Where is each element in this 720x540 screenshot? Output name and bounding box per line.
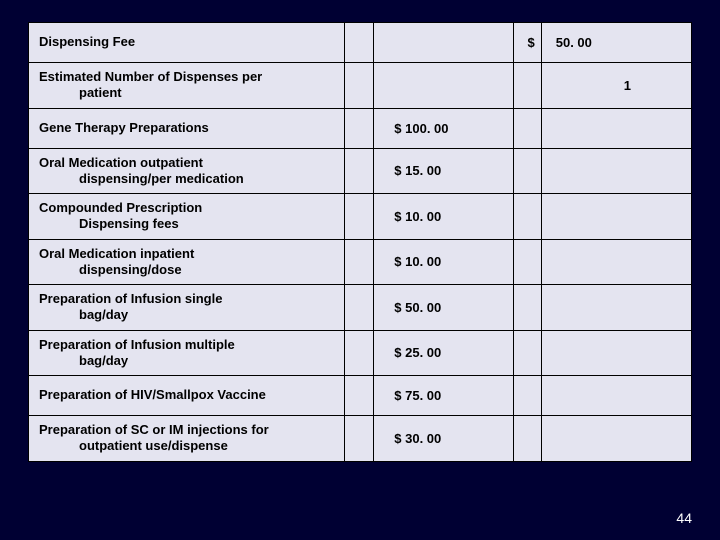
spacer-cell xyxy=(345,63,373,109)
spacer-cell xyxy=(345,376,373,416)
fee-table-container: Dispensing Fee$50. 00Estimated Number of… xyxy=(28,22,692,462)
row-label: Preparation of Infusion singlebag/day xyxy=(29,285,345,331)
table-row: Oral Medication inpatientdispensing/dose… xyxy=(29,239,692,285)
row-label: Dispensing Fee xyxy=(29,23,345,63)
value-cell-1: $ 30. 00 xyxy=(373,416,513,462)
row-label: Estimated Number of Dispenses perpatient xyxy=(29,63,345,109)
spacer-cell xyxy=(345,330,373,376)
fee-table: Dispensing Fee$50. 00Estimated Number of… xyxy=(28,22,692,462)
currency-cell-2 xyxy=(513,285,541,331)
value-cell-2: 50. 00 xyxy=(541,23,691,63)
table-row: Gene Therapy Preparations $ 100. 00 xyxy=(29,108,692,148)
row-label: Preparation of HIV/Smallpox Vaccine xyxy=(29,376,345,416)
currency-cell-2 xyxy=(513,108,541,148)
value-cell-2 xyxy=(541,285,691,331)
value-cell-1: $ 75. 00 xyxy=(373,376,513,416)
value-cell-2 xyxy=(541,148,691,194)
table-row: Estimated Number of Dispenses perpatient… xyxy=(29,63,692,109)
table-row: Preparation of Infusion multiplebag/day $… xyxy=(29,330,692,376)
spacer-cell xyxy=(345,239,373,285)
currency-cell-2 xyxy=(513,239,541,285)
value-cell-2 xyxy=(541,376,691,416)
currency-cell-2 xyxy=(513,194,541,240)
page-number: 44 xyxy=(676,510,692,526)
currency-cell-2 xyxy=(513,416,541,462)
spacer-cell xyxy=(345,108,373,148)
row-label: Oral Medication outpatientdispensing/per… xyxy=(29,148,345,194)
currency-cell-2 xyxy=(513,376,541,416)
value-cell-2: 1 xyxy=(541,63,691,109)
value-cell-1: $ 10. 00 xyxy=(373,239,513,285)
currency-cell-2 xyxy=(513,63,541,109)
value-cell-1: $ 15. 00 xyxy=(373,148,513,194)
currency-cell-2: $ xyxy=(513,23,541,63)
table-row: Preparation of Infusion singlebag/day $ 5… xyxy=(29,285,692,331)
spacer-cell xyxy=(345,148,373,194)
spacer-cell xyxy=(345,416,373,462)
spacer-cell xyxy=(345,285,373,331)
value-cell-1: $ 50. 00 xyxy=(373,285,513,331)
table-row: Oral Medication outpatientdispensing/per… xyxy=(29,148,692,194)
row-label: Oral Medication inpatientdispensing/dose xyxy=(29,239,345,285)
row-label: Gene Therapy Preparations xyxy=(29,108,345,148)
table-row: Preparation of HIV/Smallpox Vaccine $ 75.… xyxy=(29,376,692,416)
table-row: Preparation of SC or IM injections forou… xyxy=(29,416,692,462)
table-row: Dispensing Fee $50. 00 xyxy=(29,23,692,63)
row-label: Preparation of SC or IM injections forou… xyxy=(29,416,345,462)
currency-cell-2 xyxy=(513,148,541,194)
value-cell-1: $ 10. 00 xyxy=(373,194,513,240)
table-row: Compounded PrescriptionDispensing fees $ … xyxy=(29,194,692,240)
currency-cell-2 xyxy=(513,330,541,376)
value-cell-2 xyxy=(541,108,691,148)
value-cell-2 xyxy=(541,239,691,285)
row-label: Preparation of Infusion multiplebag/day xyxy=(29,330,345,376)
row-label: Compounded PrescriptionDispensing fees xyxy=(29,194,345,240)
value-cell-1: $ 25. 00 xyxy=(373,330,513,376)
value-cell-2 xyxy=(541,416,691,462)
spacer-cell xyxy=(345,194,373,240)
value-cell-1 xyxy=(373,63,513,109)
value-cell-1: $ 100. 00 xyxy=(373,108,513,148)
value-cell-2 xyxy=(541,330,691,376)
value-cell-1 xyxy=(373,23,513,63)
spacer-cell xyxy=(345,23,373,63)
value-cell-2 xyxy=(541,194,691,240)
